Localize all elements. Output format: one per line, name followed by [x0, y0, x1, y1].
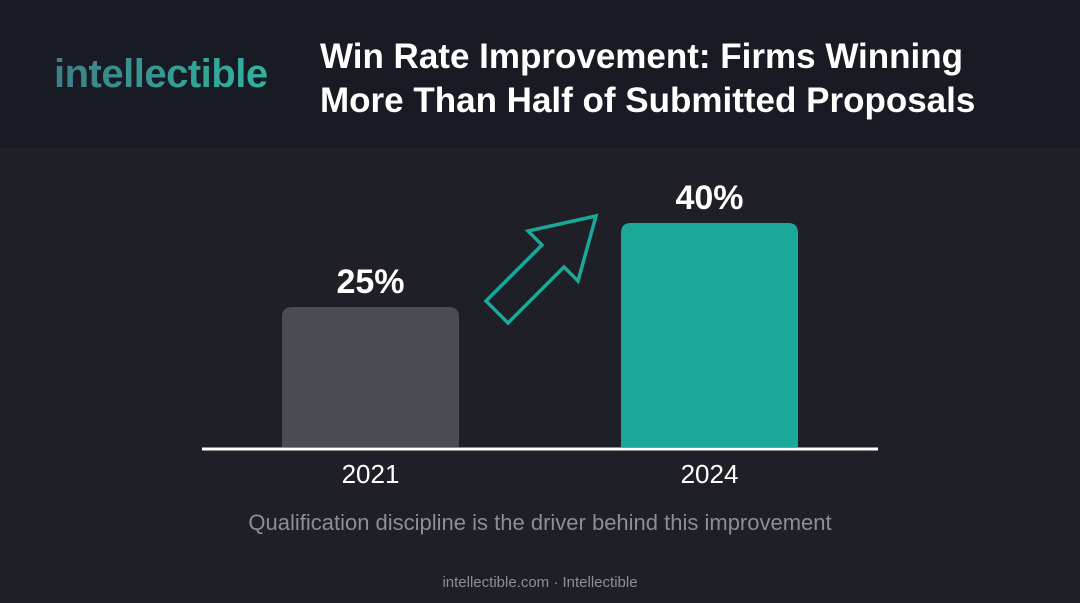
brand-logo: intellectible: [54, 48, 268, 100]
category-label-2021: 2021: [342, 459, 400, 489]
page-title: Win Rate Improvement: Firms Winning More…: [320, 37, 976, 120]
up-arrow-icon: [483, 213, 599, 326]
footer-credit: intellectible.com · Intellectible: [442, 574, 638, 591]
bar-chart: 25% 40% 2021 2024: [202, 179, 878, 489]
bar-2021: [282, 307, 459, 447]
value-label-2021: 25%: [336, 263, 404, 301]
value-label-2024: 40%: [675, 179, 743, 217]
category-label-2024: 2024: [681, 459, 739, 489]
category-labels-group: 2021 2024: [342, 459, 739, 489]
value-labels-group: 25% 40%: [336, 179, 743, 301]
header-band: intellectible Win Rate Improvement: Firm…: [0, 0, 1080, 148]
bars-group: [282, 223, 798, 447]
bar-2024: [621, 223, 798, 447]
chart-caption: Qualification discipline is the driver b…: [248, 510, 832, 535]
